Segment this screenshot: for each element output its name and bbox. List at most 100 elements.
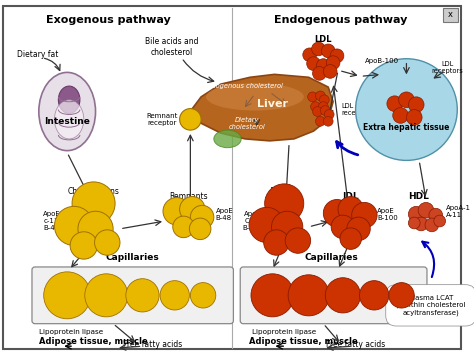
FancyBboxPatch shape (443, 8, 458, 22)
Circle shape (264, 184, 304, 223)
Circle shape (307, 57, 320, 70)
Circle shape (85, 274, 128, 317)
Ellipse shape (58, 86, 80, 114)
Text: Remnants: Remnants (169, 193, 208, 201)
Circle shape (249, 207, 284, 242)
Circle shape (330, 49, 344, 63)
Text: Extra hepatic tissue: Extra hepatic tissue (363, 123, 450, 132)
Text: Free fatty acids: Free fatty acids (326, 340, 385, 349)
Circle shape (319, 95, 329, 105)
Circle shape (338, 197, 364, 222)
Circle shape (425, 218, 439, 232)
Circle shape (180, 197, 205, 222)
Text: Endogenous pathway: Endogenous pathway (274, 15, 408, 25)
Circle shape (418, 203, 434, 218)
Text: Bile acids and
cholesterol: Bile acids and cholesterol (145, 37, 199, 57)
Circle shape (44, 272, 91, 319)
Text: Dietary
cholesterol: Dietary cholesterol (228, 117, 265, 130)
Circle shape (409, 206, 424, 222)
Circle shape (288, 275, 329, 316)
Circle shape (311, 42, 325, 56)
Circle shape (251, 274, 294, 317)
Text: Intestine: Intestine (44, 117, 90, 126)
Ellipse shape (214, 130, 241, 148)
Text: HDL: HDL (408, 193, 428, 201)
Circle shape (72, 182, 115, 225)
Circle shape (399, 92, 414, 108)
Circle shape (323, 64, 337, 78)
Circle shape (78, 211, 113, 246)
Circle shape (331, 215, 355, 239)
Circle shape (324, 110, 334, 119)
Circle shape (264, 230, 289, 255)
Circle shape (393, 108, 409, 123)
Text: Adipose tissue, muscle: Adipose tissue, muscle (249, 337, 358, 346)
Circle shape (414, 217, 428, 231)
Text: Capillaries: Capillaries (106, 253, 160, 262)
Text: x: x (448, 10, 453, 19)
Circle shape (359, 281, 389, 310)
Circle shape (310, 102, 320, 111)
Circle shape (319, 102, 328, 111)
Circle shape (326, 56, 340, 69)
Circle shape (285, 228, 310, 253)
Text: Lipoprotein lipase: Lipoprotein lipase (39, 329, 103, 335)
Text: ApoA-1
A-11: ApoA-1 A-11 (446, 205, 471, 218)
Circle shape (70, 232, 98, 259)
Text: LDL
receptors: LDL receptors (341, 103, 373, 116)
Circle shape (55, 206, 93, 245)
Text: ApoE
c-11
B-48: ApoE c-11 B-48 (43, 211, 60, 231)
Circle shape (190, 218, 211, 240)
Text: Remnant
receptor: Remnant receptor (146, 113, 178, 126)
Text: Chylomicrons: Chylomicrons (68, 187, 119, 195)
Text: Plasma LCAT
(lecithin cholesterol
acyltransferase): Plasma LCAT (lecithin cholesterol acyltr… (396, 295, 465, 316)
Text: Free fatty acids: Free fatty acids (123, 340, 182, 349)
Circle shape (316, 91, 325, 101)
Circle shape (352, 203, 377, 228)
Ellipse shape (39, 72, 96, 151)
Circle shape (316, 116, 325, 126)
Circle shape (325, 278, 361, 313)
Circle shape (160, 281, 190, 310)
Circle shape (387, 96, 402, 111)
Text: ApoE
C-11
B-100: ApoE C-11 B-100 (243, 211, 264, 231)
Circle shape (406, 110, 422, 125)
Text: IDL: IDL (342, 193, 359, 201)
Circle shape (321, 44, 335, 58)
Text: ApoE
B-100: ApoE B-100 (377, 208, 398, 221)
Circle shape (163, 198, 191, 225)
Text: Liver: Liver (257, 99, 288, 109)
FancyBboxPatch shape (32, 267, 233, 324)
Circle shape (173, 216, 194, 238)
Circle shape (312, 67, 326, 80)
FancyBboxPatch shape (240, 267, 427, 324)
Text: Endogenous cholesterol: Endogenous cholesterol (203, 83, 283, 89)
Circle shape (303, 48, 317, 62)
Text: Dietary fat: Dietary fat (17, 50, 58, 59)
Ellipse shape (206, 83, 304, 111)
Circle shape (323, 199, 351, 227)
Circle shape (272, 211, 303, 242)
Circle shape (389, 283, 414, 308)
Text: Adipose tissue, muscle: Adipose tissue, muscle (39, 337, 148, 346)
Text: ApoB-100: ApoB-100 (365, 58, 399, 64)
Polygon shape (186, 74, 333, 141)
Circle shape (347, 217, 370, 241)
Circle shape (323, 116, 333, 126)
Text: Lipoprotein lipase: Lipoprotein lipase (252, 329, 316, 335)
Ellipse shape (55, 100, 84, 139)
Circle shape (317, 59, 330, 72)
Circle shape (429, 208, 443, 222)
Circle shape (340, 228, 362, 249)
Circle shape (434, 215, 446, 227)
Text: VLDL: VLDL (271, 187, 297, 195)
Circle shape (94, 230, 120, 255)
Circle shape (356, 59, 457, 161)
Circle shape (191, 205, 214, 229)
Circle shape (409, 217, 420, 229)
Text: LDL: LDL (315, 35, 332, 44)
Text: Exogenous pathway: Exogenous pathway (46, 15, 171, 25)
Circle shape (126, 279, 159, 312)
Circle shape (409, 97, 424, 112)
Text: Capillaries: Capillaries (304, 253, 358, 262)
